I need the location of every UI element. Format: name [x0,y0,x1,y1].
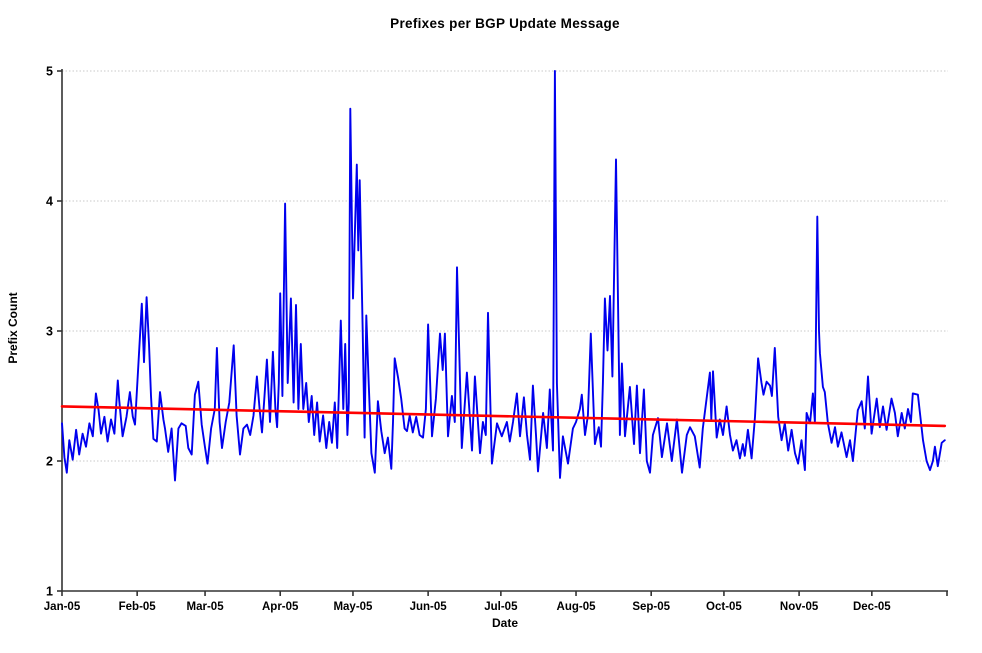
x-tick-label: May-05 [333,601,373,613]
x-tick-label: Feb-05 [119,601,157,613]
x-tick-label: Jun-05 [410,601,448,613]
x-tick-label: Aug-05 [557,601,597,613]
y-tick-label: 3 [46,325,53,339]
x-tick-label: Apr-05 [262,601,299,613]
y-tick-label: 2 [46,455,53,469]
chart-title: Prefixes per BGP Update Message [390,16,620,31]
x-tick-label: Oct-05 [706,601,742,613]
y-tick-label: 1 [46,585,53,599]
x-axis-title: Date [491,616,518,630]
x-tick-label: Sep-05 [632,601,670,613]
x-tick-label: Jan-05 [44,601,81,613]
linear-trend-line [60,405,947,428]
x-tick-label: Dec-05 [853,601,891,613]
y-tick-label: 5 [46,65,53,79]
x-tick-label: Nov-05 [780,601,819,613]
y-axis-title: Prefix Count [6,292,20,364]
y-tick-label: 4 [46,195,53,209]
x-tick-label: Jul-05 [484,601,518,613]
prefixes-per-update-daily-line [61,70,946,482]
x-tick-label: Mar-05 [187,601,225,613]
